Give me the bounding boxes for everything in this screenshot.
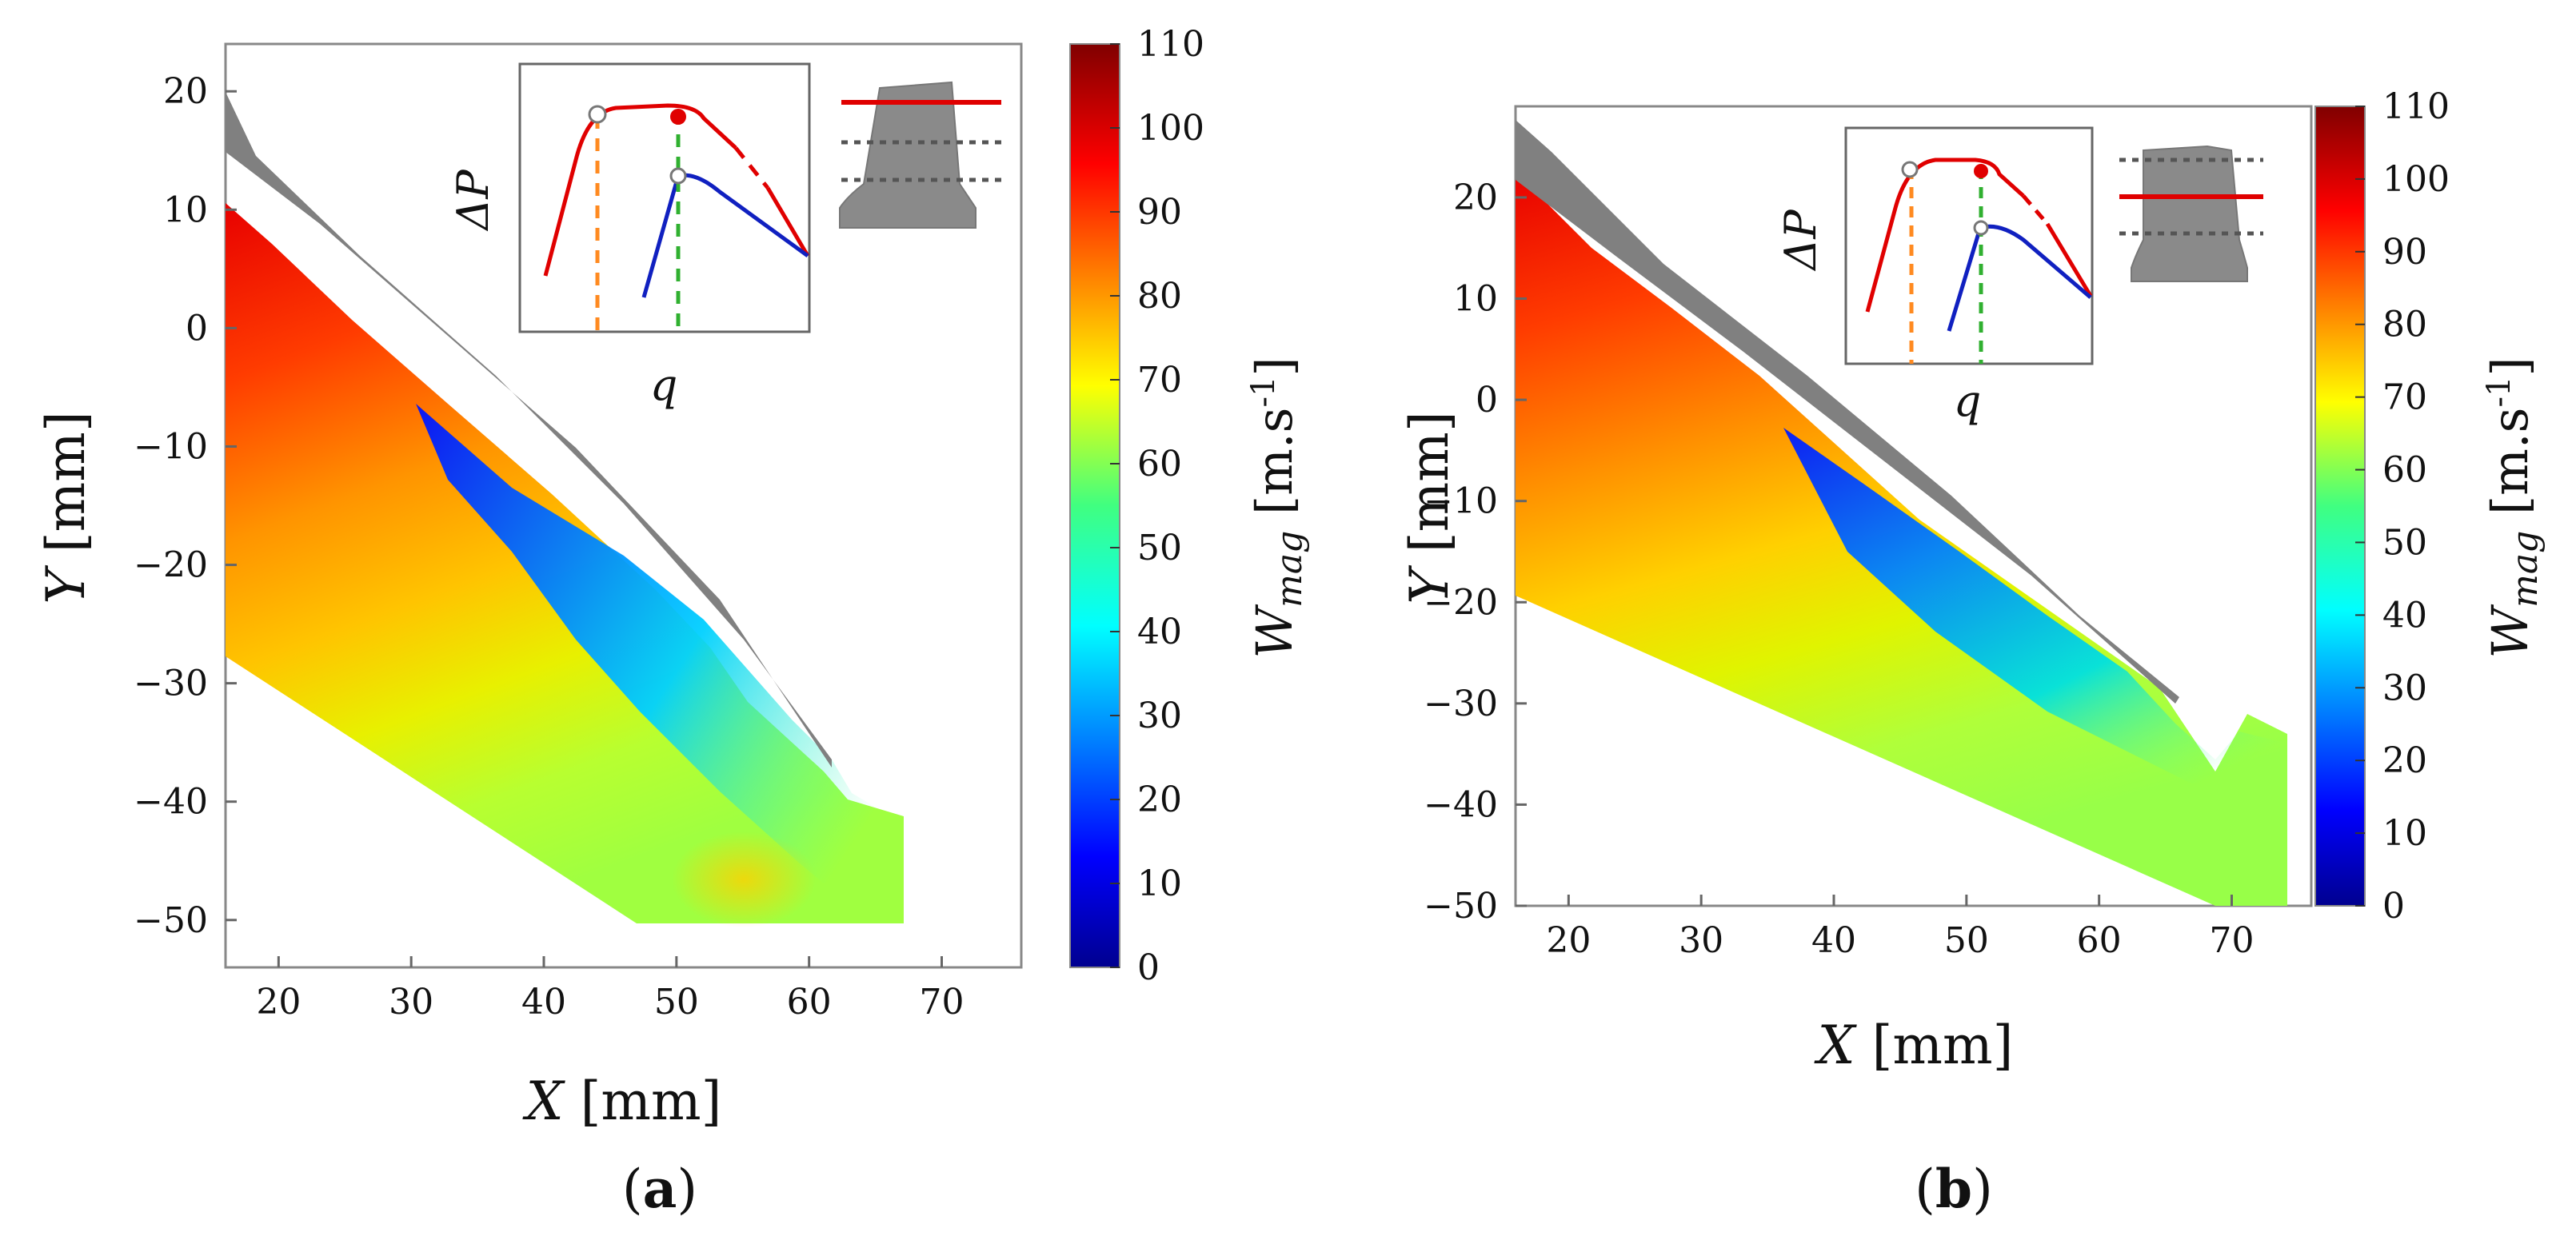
blade-b: [1516, 120, 2179, 704]
x-axis-a: 20 30 40 50 60 70: [256, 956, 965, 1023]
blade-section-icon-a: [839, 81, 1001, 229]
blade-section-icon-b: [2119, 145, 2263, 282]
y-tick-label-b: 10: [1453, 279, 1498, 320]
inset-b: ΔP q: [1775, 126, 2094, 426]
y-axis-b: 20 10 0 −10 −20 −30 −40 −50: [1424, 177, 1527, 927]
colorbar-tick-label-b: 30: [2382, 668, 2427, 708]
colorbar-tick-label-a: 90: [1137, 192, 1182, 233]
colorbar-tick-label-a: 100: [1137, 108, 1204, 149]
colorbar-tick-label-a: 110: [1137, 24, 1204, 65]
x-tick-label-b: 30: [1679, 920, 1723, 961]
colorbar-tick-label-b: 20: [2382, 740, 2427, 781]
inset-a: ΔP q: [448, 62, 811, 410]
colorbar-tick-label-b: 100: [2382, 159, 2450, 200]
y-axis-label-b: Y [mm]: [1399, 411, 1460, 604]
x-tick-label-a: 50: [654, 982, 699, 1023]
colorbar-tick-label-b: 50: [2382, 522, 2427, 563]
x-tick-label-b: 50: [1944, 920, 1989, 961]
colorbar-tick-label-a: 50: [1137, 528, 1182, 568]
y-tick-label-a: 10: [163, 189, 208, 230]
y-tick-label-a: −30: [134, 664, 208, 704]
y-axis-a: 20 10 0 −10 −20 −30 −40 −50: [134, 71, 237, 941]
x-tick-label-a: 70: [920, 982, 965, 1023]
inset-ylabel-b: ΔP: [1775, 209, 1826, 272]
colorbar-a: [1069, 43, 1120, 968]
x-tick-label-b: 20: [1546, 920, 1591, 961]
colorbar-tick-label-b: 110: [2382, 86, 2450, 127]
y-tick-label-b: 0: [1476, 380, 1498, 421]
y-tick-label-b: −20: [1424, 582, 1498, 623]
colorbar-label-b: Wmag [m.s-1]: [2481, 357, 2546, 658]
colorbar-tick-label-a: 10: [1137, 863, 1182, 904]
y-tick-label-b: −40: [1424, 784, 1498, 825]
panel-label-b: (b): [1915, 1158, 1993, 1220]
colorbar-tick-label-b: 70: [2382, 377, 2427, 418]
y-tick-label-a: −20: [134, 545, 208, 586]
colorbar-tick-label-b: 0: [2382, 886, 2405, 927]
x-tick-label-a: 30: [389, 982, 433, 1023]
colorbar-tick-label-a: 60: [1137, 444, 1182, 484]
colorbar-tick-label-a: 20: [1137, 779, 1182, 820]
colorbar-tick-label-a: 0: [1137, 947, 1160, 988]
x-axis-label-b: X [mm]: [1814, 1015, 2014, 1076]
colorbar-tick-label-a: 40: [1137, 612, 1182, 652]
x-tick-label-a: 20: [256, 982, 301, 1023]
y-tick-label-b: −30: [1424, 684, 1498, 724]
velocity-field-b: [1516, 172, 2287, 906]
y-tick-label-a: −50: [134, 900, 208, 941]
y-axis-label-a: Y [mm]: [35, 411, 97, 604]
x-tick-label-a: 40: [521, 982, 566, 1023]
x-axis-label-a: X [mm]: [522, 1071, 722, 1132]
y-tick-label-a: 20: [163, 71, 208, 112]
y-tick-label-a: −40: [134, 782, 208, 823]
x-axis-b: 20 30 40 50 60 70: [1546, 895, 2254, 961]
y-tick-label-b: 20: [1453, 177, 1498, 218]
panel-label-a: (a): [622, 1158, 697, 1220]
colorbar-tick-label-b: 10: [2382, 813, 2427, 854]
colorbar-tick-label-b: 80: [2382, 305, 2427, 345]
colorbar-tick-label-a: 70: [1137, 360, 1182, 401]
y-tick-label-a: −10: [134, 426, 208, 467]
inset-xlabel-a: q: [650, 360, 678, 410]
inset-ylabel-a: ΔP: [448, 169, 498, 232]
colorbar-tick-label-b: 60: [2382, 450, 2427, 491]
x-tick-label-b: 60: [2077, 920, 2122, 961]
velocity-field-a: [226, 203, 904, 927]
y-tick-label-b: −50: [1424, 886, 1498, 927]
inset-xlabel-b: q: [1954, 376, 1982, 426]
y-tick-label-b: −10: [1424, 481, 1498, 522]
y-tick-label-a: 0: [186, 308, 208, 349]
x-tick-label-b: 40: [1811, 920, 1856, 961]
x-tick-label-b: 70: [2210, 920, 2254, 961]
colorbar-label-a: Wmag [m.s-1]: [1245, 357, 1310, 658]
colorbar-tick-label-b: 40: [2382, 595, 2427, 636]
x-tick-label-a: 60: [787, 982, 832, 1023]
colorbar-b: [2314, 106, 2366, 907]
colorbar-tick-label-a: 30: [1137, 696, 1182, 736]
colorbar-tick-label-b: 90: [2382, 232, 2427, 273]
colorbar-tick-label-a: 80: [1137, 276, 1182, 317]
